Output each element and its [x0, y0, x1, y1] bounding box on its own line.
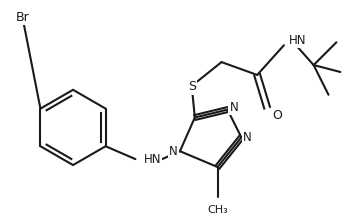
Text: O: O	[272, 109, 282, 122]
Text: CH₃: CH₃	[207, 205, 228, 215]
Text: N: N	[243, 131, 252, 144]
Text: N: N	[230, 101, 238, 114]
Text: N: N	[169, 145, 178, 158]
Text: HN: HN	[144, 153, 161, 166]
Text: Br: Br	[15, 11, 29, 24]
Text: HN: HN	[289, 34, 306, 47]
Text: S: S	[188, 80, 196, 93]
